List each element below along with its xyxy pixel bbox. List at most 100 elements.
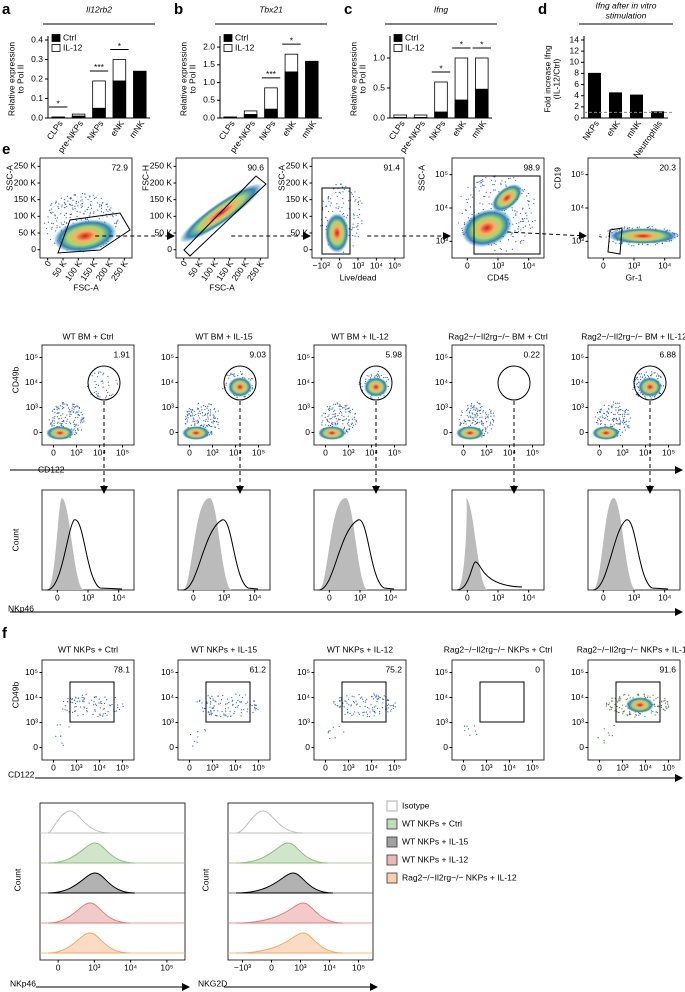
event-dot [51,222,53,224]
x-tick-label: 10⁴ [370,260,383,270]
event-dot [329,418,331,420]
event-dot [612,420,615,423]
event-dot [51,424,53,426]
event-dot [193,421,195,423]
x-tick-label: 10⁴ [522,260,535,270]
event-dot [341,214,344,216]
y-tick-label: 0.3 [31,54,43,64]
event-dot [464,421,466,423]
event-dot [364,700,367,702]
event-dot [624,410,626,412]
event-dot [467,407,470,409]
y-tick-label: 0 [579,427,584,437]
event-dot [619,422,621,424]
gate-percent: 90.6 [247,162,264,172]
event-dot [362,700,365,703]
significance-label: * [439,63,443,73]
event-dot [357,225,359,227]
legend-label: Isotype [402,800,430,810]
x-tick-label: 0 [191,592,196,602]
event-dot [79,211,81,213]
event-dot [199,699,201,701]
y-axis-label: Count [12,868,22,891]
event-dot [90,204,92,207]
event-dot [344,713,346,715]
event-dot [218,703,220,705]
gate [57,212,131,254]
event-dot [364,701,366,704]
event-dot [467,186,469,188]
event-dot [196,422,198,424]
event-dot [351,426,354,429]
bar [434,111,448,119]
y-tick-label: 0.0 [373,112,385,122]
event-dot [351,695,353,697]
event-dot [618,413,620,416]
x-axis-label: NKp46 [10,978,36,988]
event-dot [240,715,242,717]
bar [71,115,86,119]
event-dot [83,701,85,703]
event-dot [104,696,106,698]
event-dot [512,217,515,219]
legend-label: IL-12 [405,42,425,52]
event-dot [605,705,607,707]
event-dot [612,425,614,427]
event-dot [194,424,196,426]
event-dot [527,200,530,202]
event-dot [356,232,358,234]
gate [473,175,541,255]
event-dot [60,213,62,215]
event-dot [655,711,657,713]
density [456,426,484,440]
event-dot [346,695,348,697]
plot-title: WT NKPs + IL-15 [191,644,257,654]
event-dot [326,406,328,408]
y-axis-label: to Pol II [187,65,197,94]
event-dot [100,701,102,703]
event-dot [348,190,350,192]
event-dot [222,388,224,390]
event-dot [94,380,96,383]
event-dot [482,203,484,205]
event-dot [81,414,83,416]
bar [243,114,258,119]
event-dot [376,707,379,710]
event-dot [618,229,620,231]
event-dot [488,196,490,198]
event-dot [233,375,235,377]
event-dot [615,417,618,419]
event-dot [188,407,191,410]
event-dot [64,201,66,204]
event-dot [485,429,487,431]
event-dot [64,416,66,418]
x-tick-label: 0 [269,962,274,972]
event-dot [252,711,254,714]
event-dot [238,694,241,696]
event-dot [477,410,479,412]
event-dot [206,425,208,427]
event-dot [251,388,253,390]
event-dot [643,695,646,697]
event-dot [77,424,79,426]
event-dot [251,378,253,380]
event-dot [57,206,59,208]
event-dot [339,404,341,406]
event-dot [209,413,211,415]
event-dot [374,712,376,714]
gate [205,681,251,723]
event-dot [340,699,342,701]
y-axis-label: CD19 [552,167,562,189]
event-dot [191,409,194,411]
event-dot [255,707,257,710]
event-dot [56,227,58,229]
event-dot [473,419,475,421]
event-dot [98,371,100,373]
event-dot [208,713,210,715]
event-dot [225,384,227,386]
event-dot [196,701,198,703]
event-dot [597,737,599,739]
event-dot [623,710,625,712]
event-dot [492,421,495,423]
event-dot [114,710,116,713]
